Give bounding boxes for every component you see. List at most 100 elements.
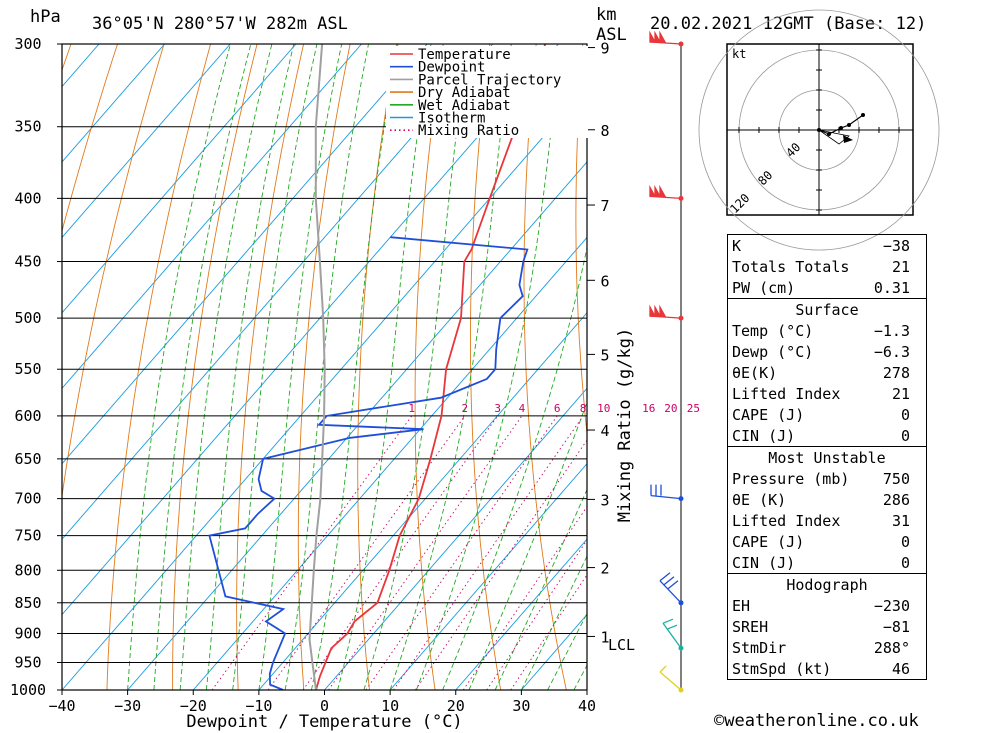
height-tick-label: 9	[600, 40, 609, 58]
pw-label: PW (cm)	[732, 278, 796, 297]
most-unstable-indices: Most Unstable Pressure (mb) 750 θE (K) 286…	[727, 446, 927, 574]
wet-adiabat-line	[442, 245, 587, 690]
hodograph-point	[861, 113, 865, 117]
wind-barb	[662, 618, 682, 649]
wet-adiabat-line	[468, 401, 587, 690]
sreh-value: −81	[882, 617, 910, 636]
mu-pressure-value: 750	[882, 469, 910, 488]
mu-cape-label: CAPE (J)	[732, 532, 805, 551]
height-tick-label: 3	[600, 491, 609, 509]
legend-label: Wet Adiabat	[418, 98, 511, 114]
surface-temp-value: −1.3	[873, 321, 910, 340]
surface-cape-label: CAPE (J)	[732, 405, 805, 424]
temperature-tick-label: −10	[245, 697, 272, 715]
general-indices: K −38 Totals Totals 21 PW (cm) 0.31	[727, 234, 927, 299]
mixing-ratio-line	[211, 415, 413, 690]
temperature-line	[315, 44, 547, 690]
legend-label: Parcel Trajectory	[418, 72, 561, 88]
legend-box	[386, 46, 588, 138]
eh-label: EH	[732, 596, 751, 615]
pressure-tick-label: 900	[14, 624, 41, 642]
dry-adiabat-line	[523, 44, 567, 690]
dry-adiabat-line	[626, 44, 697, 690]
stmdir-label: StmDir	[732, 638, 787, 657]
pressure-tick-label: 850	[14, 594, 41, 612]
surface-cin-value: 0	[900, 426, 910, 445]
hodograph-ring	[698, 9, 940, 251]
mu-li-label: Lifted Index	[732, 511, 841, 530]
height-tick-label: 5	[600, 346, 609, 364]
pressure-unit-label: hPa	[30, 7, 61, 27]
height-unit-asl: ASL	[596, 25, 627, 45]
pw-value: 0.31	[873, 278, 910, 297]
temperature-tick-label: 40	[578, 697, 596, 715]
dry-adiabat-line	[575, 44, 587, 438]
hodograph-point	[839, 126, 843, 130]
wind-barb	[659, 572, 682, 604]
temperature-tick-label: 10	[381, 697, 399, 715]
wet-adiabat-line	[494, 488, 587, 690]
isotherm-line	[62, 44, 559, 616]
mixing-ratio-line	[486, 539, 587, 690]
totals-totals-value: 21	[891, 257, 910, 276]
mu-cape-value: 0	[900, 532, 910, 551]
height-tick-label: 6	[600, 272, 609, 290]
datetime-title: 20.02.2021 12GMT (Base: 12)	[650, 14, 926, 34]
k-index-label: K	[732, 236, 742, 255]
wind-barb-flag	[667, 580, 679, 590]
dry-adiabat-line	[106, 44, 212, 690]
hodograph-indices: Hodograph EH −230 SREH −81 StmDir 288° StmS…	[727, 573, 927, 680]
mixing-ratio-label: 6	[554, 402, 561, 415]
pressure-tick-label: 350	[14, 118, 41, 136]
mu-thetae-value: 286	[882, 490, 910, 509]
wind-barb-shaft	[659, 671, 682, 691]
profile-lines	[208, 44, 547, 690]
height-tick-label: 8	[600, 122, 609, 140]
parcel-trajectory-line	[308, 44, 326, 690]
x-axis-title: Dewpoint / Temperature (°C)	[186, 712, 462, 732]
pressure-tick-label: 800	[14, 561, 41, 579]
surface-li-label: Lifted Index	[732, 384, 841, 403]
dry-adiabat-line	[236, 44, 305, 690]
mixing-ratio-label: 3	[494, 402, 501, 415]
surface-cin-label: CIN (J)	[732, 426, 796, 445]
isotherm-line	[62, 44, 494, 540]
pressure-tick-label: 950	[14, 653, 41, 671]
pressure-tick-label: 450	[14, 253, 41, 271]
legend-label: Isotherm	[418, 111, 485, 127]
mixing-ratio-axis-title: Mixing Ratio (g/kg)	[615, 328, 635, 522]
dry-adiabat-line	[62, 44, 118, 233]
wind-barb-pennant	[649, 304, 657, 317]
wind-barb	[649, 184, 682, 200]
wind-barbs	[649, 30, 684, 693]
mu-cin-value: 0	[900, 553, 910, 572]
height-tick-label: 4	[600, 422, 609, 440]
wind-barb-pennant	[659, 184, 667, 198]
dry-adiabat-line	[414, 44, 444, 690]
isotherm-line	[389, 463, 587, 690]
wind-barb-pennant	[654, 30, 662, 43]
pressure-tick-label: 1000	[10, 681, 46, 699]
height-tick-label: 1	[600, 628, 609, 646]
surface-dewp-value: −6.3	[873, 342, 910, 361]
height-tick-label: 2	[600, 560, 609, 578]
hodograph-unit: kt	[732, 47, 746, 61]
mu-li-value: 31	[891, 511, 910, 530]
wind-barb-pennant	[659, 304, 667, 317]
storm-motion-arrow	[843, 135, 853, 143]
pressure-tick-label: 550	[14, 360, 41, 378]
isotherm-line	[192, 236, 587, 690]
surface-indices: Surface Temp (°C) −1.3 Dewp (°C) −6.3 θE(K…	[727, 298, 927, 447]
isotherm-line	[455, 538, 587, 690]
height-unit-km: km	[596, 5, 616, 25]
wind-barb	[649, 30, 682, 45]
height-tick-label: 7	[600, 197, 609, 215]
isotherm-line	[324, 387, 587, 690]
mixing-ratio-label: 4	[519, 402, 526, 415]
wet-adiabat-line	[520, 555, 587, 690]
pressure-tick-label: 750	[14, 527, 41, 545]
mixing-ratio-line	[510, 574, 587, 690]
indices-table: K −38 Totals Totals 21 PW (cm) 0.31 Surface…	[727, 234, 927, 680]
